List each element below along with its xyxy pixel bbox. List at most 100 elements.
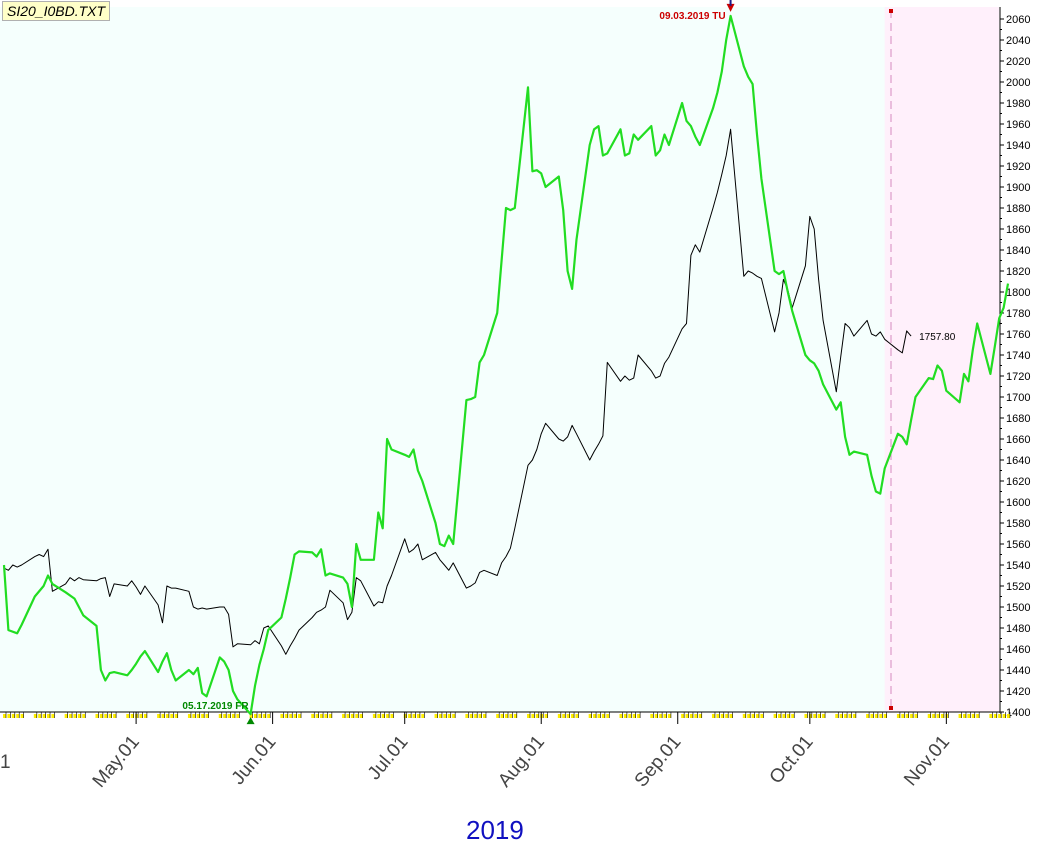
file-name-label: SI20_I0BD.TXT: [2, 1, 111, 21]
x-day-tick: [962, 714, 966, 718]
x-day-tick: [205, 714, 209, 718]
x-day-tick: [496, 714, 500, 718]
x-day-tick: [346, 714, 350, 718]
x-day-tick: [927, 714, 931, 718]
x-day-tick: [527, 714, 531, 718]
x-day-tick: [835, 714, 839, 718]
x-day-tick: [386, 714, 390, 718]
x-day-tick: [359, 714, 363, 718]
x-day-tick: [284, 714, 288, 718]
x-day-tick: [531, 714, 535, 718]
high-label: 09.03.2019 TU: [659, 11, 725, 22]
x-day-tick: [170, 714, 174, 718]
x-day-tick: [11, 714, 15, 718]
x-day-tick: [381, 714, 385, 718]
x-axis: 1 May.01 Jun.01 Jul.01 Aug.01 Sep.01 Oct.01 Nov…: [0, 712, 1011, 792]
x-day-tick: [817, 714, 821, 718]
y-tick-label: 2060: [1006, 14, 1030, 26]
x-day-tick: [328, 714, 332, 718]
x-day-tick: [804, 714, 808, 718]
x-day-tick: [773, 714, 777, 718]
x-day-tick: [469, 714, 473, 718]
x-day-tick: [187, 714, 191, 718]
x-day-tick: [104, 714, 108, 718]
y-tick-label: 2040: [1006, 35, 1030, 47]
y-tick-label: 1660: [1006, 434, 1030, 446]
x-tick-label: Oct.01: [766, 732, 818, 788]
x-day-tick: [143, 714, 147, 718]
x-day-tick: [593, 714, 597, 718]
x-day-tick: [791, 714, 795, 718]
y-tick-label: 1840: [1006, 245, 1030, 257]
x-day-tick: [883, 714, 887, 718]
x-day-tick: [742, 714, 746, 718]
x-tick-label: Aug.01: [494, 732, 549, 792]
x-day-tick: [280, 714, 284, 718]
x-day-tick: [408, 714, 412, 718]
x-day-tick: [663, 714, 667, 718]
year-label: 2019: [466, 815, 524, 845]
x-day-tick: [42, 714, 46, 718]
y-tick-label: 1540: [1006, 560, 1030, 572]
x-day-tick: [253, 714, 257, 718]
x-day-tick: [267, 714, 271, 718]
x-day-tick: [535, 714, 539, 718]
y-tick-label: 1760: [1006, 329, 1030, 341]
x-day-tick: [227, 714, 231, 718]
x-day-tick: [628, 714, 632, 718]
x-day-tick: [729, 714, 733, 718]
x-day-tick: [33, 714, 37, 718]
x-day-tick: [421, 714, 425, 718]
y-tick-label: 1420: [1006, 686, 1030, 698]
x-day-tick: [822, 714, 826, 718]
x-day-tick: [698, 714, 702, 718]
y-tick-label: 1580: [1006, 518, 1030, 530]
x-day-tick: [126, 714, 130, 718]
x-day-tick: [434, 714, 438, 718]
y-tick-label: 1460: [1006, 644, 1030, 656]
x-tick-label: Jul.01: [364, 732, 413, 784]
x-day-tick: [196, 714, 200, 718]
x-day-tick: [157, 714, 161, 718]
x-day-tick: [562, 714, 566, 718]
x-day-tick: [438, 714, 442, 718]
x-day-tick: [412, 714, 416, 718]
x-day-tick: [659, 714, 663, 718]
x-day-tick: [932, 714, 936, 718]
x-day-tick: [95, 714, 99, 718]
x-day-tick: [69, 714, 73, 718]
series-layer: [2, 14, 1010, 716]
y-tick-label: 1980: [1006, 98, 1030, 110]
y-tick-label: 1960: [1006, 119, 1030, 131]
x-day-tick: [315, 714, 319, 718]
x-day-tick: [654, 714, 658, 718]
x-tick-label: Sep.01: [631, 732, 686, 792]
x-day-tick: [509, 714, 513, 718]
x-day-tick: [575, 714, 579, 718]
x-day-tick: [879, 714, 883, 718]
x-day-tick: [192, 714, 196, 718]
x-day-tick: [619, 714, 623, 718]
x-day-tick: [108, 714, 112, 718]
x-day-tick: [601, 714, 605, 718]
y-tick-label: 1800: [1006, 287, 1030, 299]
x-day-tick: [161, 714, 165, 718]
y-tick-label: 1820: [1006, 266, 1030, 278]
x-day-tick: [236, 714, 240, 718]
x-day-tick: [3, 714, 6, 718]
y-tick-label: 1860: [1006, 224, 1030, 236]
x-day-tick: [606, 714, 610, 718]
x-day-tick: [20, 714, 24, 718]
y-tick-label: 1440: [1006, 665, 1030, 677]
y-tick-label: 1880: [1006, 203, 1030, 215]
x-day-tick: [311, 714, 315, 718]
y-tick-label: 1500: [1006, 602, 1030, 614]
x-day-tick: [874, 714, 878, 718]
x-day-tick: [667, 714, 671, 718]
x-day-tick: [51, 714, 55, 718]
x-day-tick: [258, 714, 262, 718]
x-day-tick: [82, 714, 86, 718]
last-price-label: 1757.80: [919, 332, 956, 343]
x-day-tick: [998, 714, 1002, 718]
